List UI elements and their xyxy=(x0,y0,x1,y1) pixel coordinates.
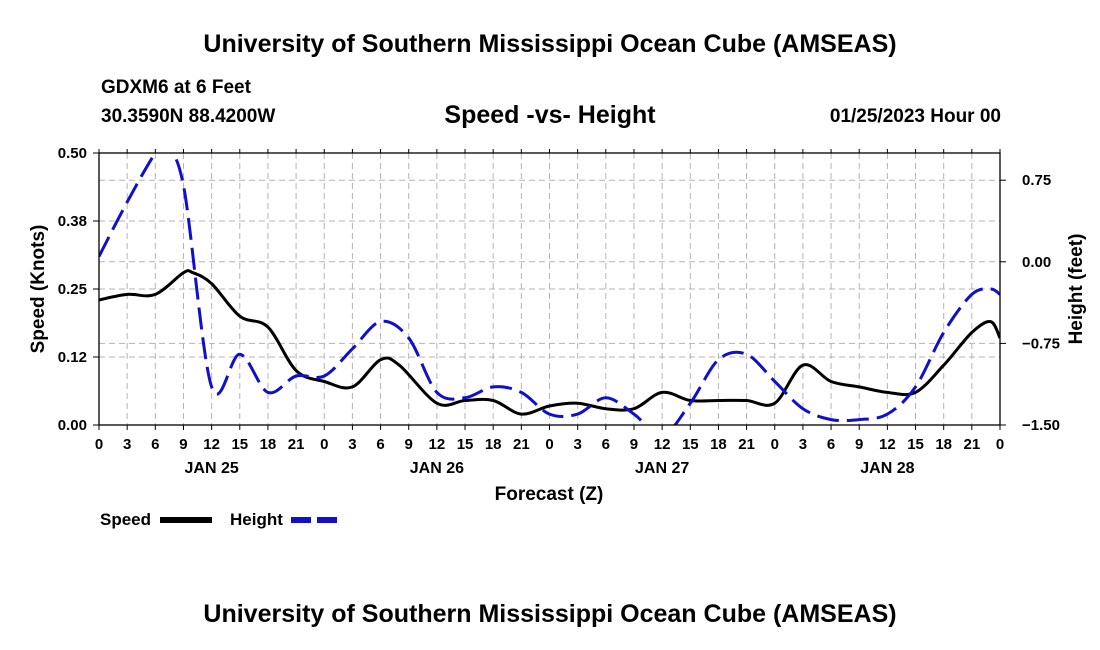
x-day-label: JAN 27 xyxy=(635,460,689,477)
x-tick-label: 18 xyxy=(260,436,277,453)
y-right-tick-label: 0.75 xyxy=(1022,172,1051,189)
forecast-datetime: 01/25/2023 Hour 00 xyxy=(829,106,1001,127)
x-tick-label: 3 xyxy=(799,436,807,453)
x-tick-label: 9 xyxy=(405,436,413,453)
speed-height-chart: 0 3 6 9 12 15 18 21 0 3 6 9 12 15 18 21 0 3 6 9 12 15 18 21 0 3 6 9… xyxy=(28,145,1087,529)
x-tick-label: 0 xyxy=(320,436,328,453)
x-day-label: JAN 26 xyxy=(410,460,464,477)
height-series-line xyxy=(99,153,1000,425)
x-tick-label: 9 xyxy=(630,436,638,453)
x-tick-label: 0 xyxy=(771,436,779,453)
y-tick-label: 0.38 xyxy=(58,213,87,230)
x-tick-label: 18 xyxy=(485,436,502,453)
x-tick-label: 15 xyxy=(231,436,248,453)
y-tick-label: 0.00 xyxy=(58,417,87,434)
legend: Speed Height xyxy=(100,510,343,529)
grid-lines xyxy=(99,153,1000,426)
station-label: GDXM6 at 6 Feet xyxy=(101,77,251,98)
footer-title: University of Southern Mississippi Ocean… xyxy=(203,600,897,628)
series-lines xyxy=(99,153,1000,425)
x-tick-label: 15 xyxy=(907,436,924,453)
x-tick-label: 21 xyxy=(288,436,305,453)
y-tick-label: 0.12 xyxy=(58,349,87,366)
x-tick-label: 9 xyxy=(855,436,863,453)
x-tick-label: 3 xyxy=(123,436,131,453)
x-tick-label: 0 xyxy=(95,436,103,453)
y-tick-label: 0.25 xyxy=(58,281,87,298)
x-tick-label: 3 xyxy=(348,436,356,453)
y-axis-label-left: Speed (Knots) xyxy=(28,225,49,354)
y-right-tick-label: −0.75 xyxy=(1022,335,1060,352)
chart-title: University of Southern Mississippi Ocean… xyxy=(203,30,897,58)
x-tick-label: 18 xyxy=(710,436,727,453)
x-tick-label: 15 xyxy=(457,436,474,453)
chart-subtitle: Speed -vs- Height xyxy=(444,101,656,129)
x-tick-label: 6 xyxy=(827,436,835,453)
y-right-tick-label: 0.00 xyxy=(1022,254,1051,271)
x-tick-label: 18 xyxy=(935,436,952,453)
x-tick-label: 6 xyxy=(602,436,610,453)
coordinates-label: 30.3590N 88.4200W xyxy=(101,106,276,127)
x-tick-label: 12 xyxy=(879,436,896,453)
x-axis-label: Forecast (Z) xyxy=(495,484,604,505)
x-day-label: JAN 28 xyxy=(860,460,914,477)
x-tick-label: 21 xyxy=(964,436,981,453)
speed-series-line xyxy=(99,269,1000,416)
y-axis-label-right: Height (feet) xyxy=(1066,234,1087,345)
x-tick-label: 6 xyxy=(376,436,384,453)
x-tick-label: 6 xyxy=(151,436,159,453)
y-right-tick-label: −1.50 xyxy=(1022,417,1060,434)
x-tick-label: 0 xyxy=(545,436,553,453)
x-tick-label: 21 xyxy=(738,436,755,453)
x-tick-label: 21 xyxy=(513,436,530,453)
x-tick-label: 12 xyxy=(654,436,671,453)
x-tick-label: 15 xyxy=(682,436,699,453)
legend-height-label: Height xyxy=(230,510,283,529)
y-tick-label: 0.50 xyxy=(58,145,87,162)
x-tick-label: 12 xyxy=(203,436,220,453)
axis-ticks: 0 3 6 9 12 15 18 21 0 3 6 9 12 15 18 21 0 3 6 9 12 15 18 21 0 3 6 9… xyxy=(58,145,1060,477)
x-tick-label: 3 xyxy=(573,436,581,453)
legend-speed-label: Speed xyxy=(100,510,151,529)
x-tick-label: 0 xyxy=(996,436,1004,453)
x-tick-label: 9 xyxy=(179,436,187,453)
x-tick-label: 12 xyxy=(429,436,446,453)
x-day-label: JAN 25 xyxy=(185,460,239,477)
